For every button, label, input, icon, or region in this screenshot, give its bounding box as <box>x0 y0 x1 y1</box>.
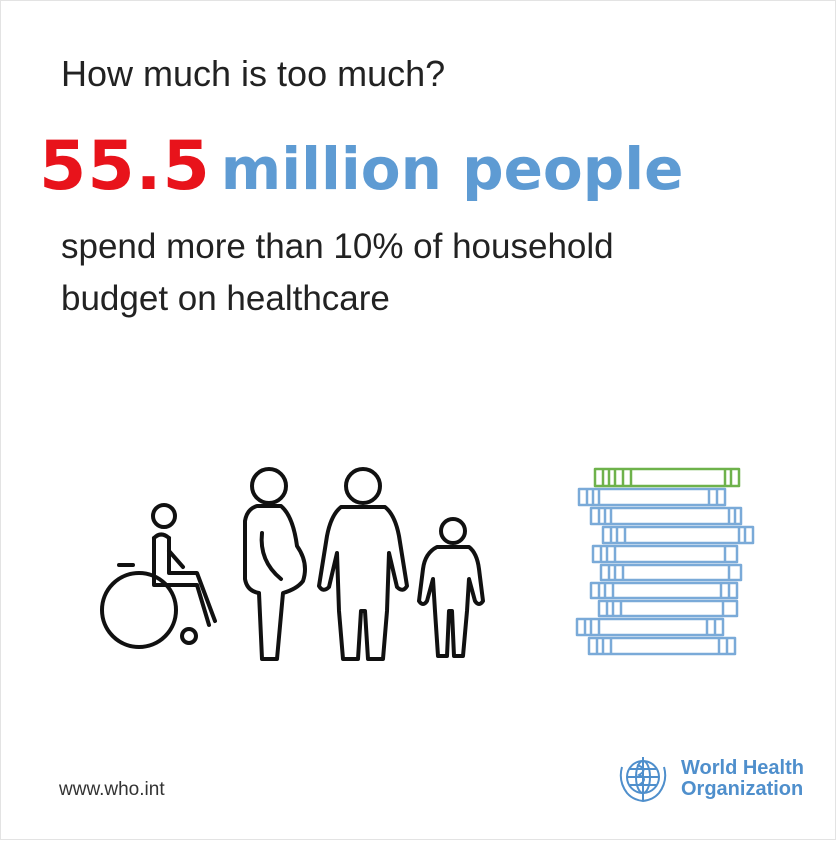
people-illustration <box>100 467 485 661</box>
pregnant-woman-icon <box>243 467 307 661</box>
who-logo: World Health Organization <box>613 751 804 807</box>
description-line-1: spend more than 10% of household <box>61 227 614 266</box>
logo-line-2: Organization <box>681 778 804 800</box>
statistic-phrase: million people <box>220 135 684 203</box>
man-icon <box>317 467 409 661</box>
question-heading: How much is too much? <box>61 53 446 94</box>
who-emblem-icon <box>619 757 667 803</box>
who-logo-text: World Health Organization <box>681 758 804 800</box>
logo-line-1: World Health <box>681 757 804 779</box>
statistic-description: spend more than 10% of household budget … <box>61 221 614 325</box>
headline-statistic: 55.5 million people <box>39 127 684 206</box>
wheelchair-user-icon <box>100 503 217 649</box>
description-line-2: budget on healthcare <box>61 279 390 318</box>
banknote-stack-icon <box>575 467 755 656</box>
child-icon <box>417 517 485 658</box>
statistic-number: 55.5 <box>39 127 211 206</box>
website-url: www.who.int <box>59 779 165 800</box>
